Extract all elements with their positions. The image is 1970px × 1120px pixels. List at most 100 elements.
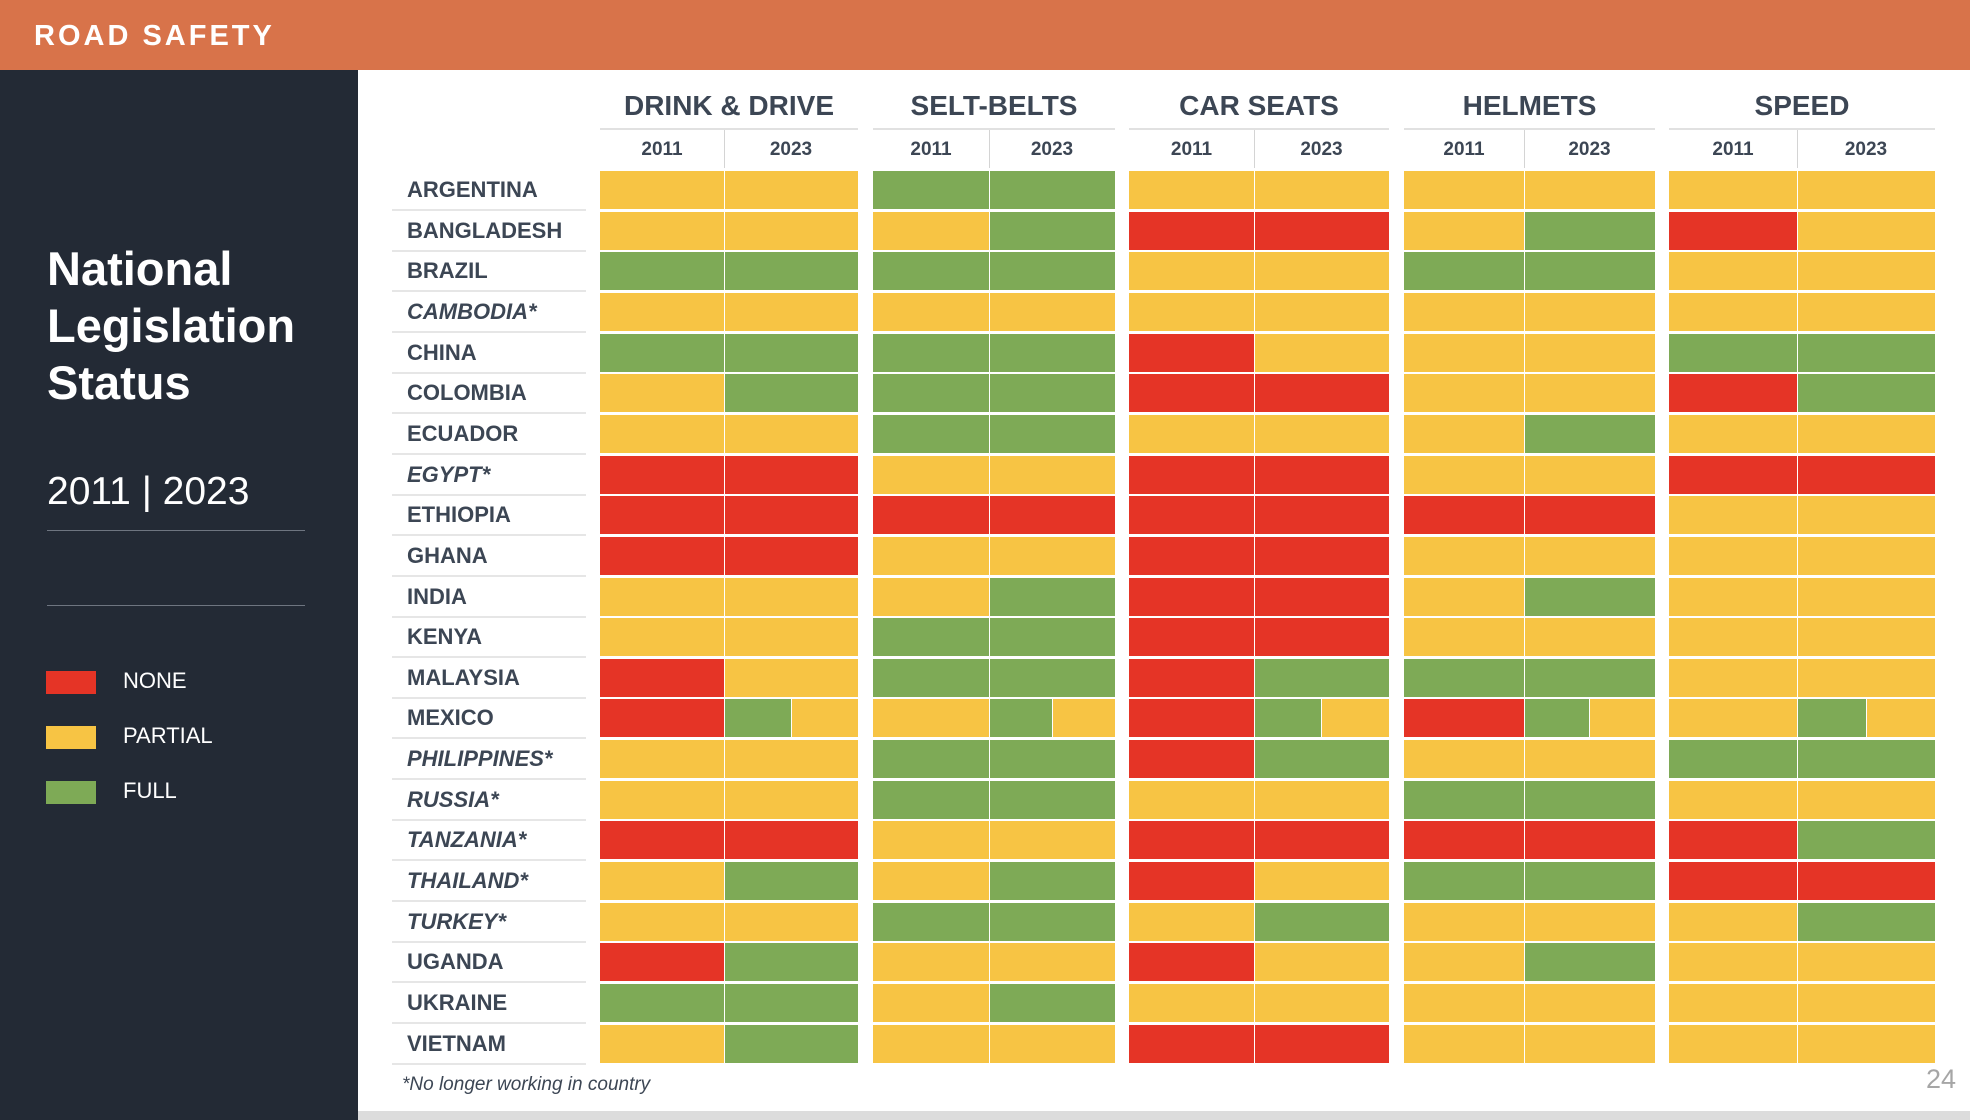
cell-malaysia-helmets-2011 bbox=[1404, 658, 1524, 697]
cell-ghana-selt-belts-2011 bbox=[873, 536, 989, 575]
year-label-selt-belts-2011: 2011 bbox=[910, 139, 952, 160]
sidebar-divider-top bbox=[47, 530, 305, 531]
footnote: *No longer working in country bbox=[402, 1074, 651, 1095]
cell-ghana-car-seats-2011 bbox=[1129, 536, 1254, 575]
row-label-ghana: GHANA bbox=[407, 542, 488, 568]
cell-colombia-speed-2023 bbox=[1798, 374, 1935, 413]
cell-thailand-drink-drive-2023 bbox=[725, 862, 858, 901]
cell-mexico-helmets-2023-partial bbox=[1590, 699, 1655, 738]
cell-tanzania-selt-belts-2011 bbox=[873, 821, 989, 860]
cell-egypt-helmets-2011 bbox=[1404, 455, 1524, 494]
cell-argentina-helmets-2011 bbox=[1404, 171, 1524, 209]
cell-russia-helmets-2011 bbox=[1404, 780, 1524, 819]
column-title-rule-car-seats bbox=[1129, 128, 1389, 130]
cell-turkey-speed-2011 bbox=[1669, 902, 1797, 941]
cell-ethiopia-car-seats-2023 bbox=[1255, 496, 1389, 535]
cell-russia-drink-drive-2011 bbox=[600, 780, 724, 819]
cell-malaysia-car-seats-2011 bbox=[1129, 658, 1254, 697]
year-divider-car-seats bbox=[1254, 130, 1255, 168]
sidebar-heading-line-3: Status bbox=[47, 356, 191, 409]
cell-thailand-helmets-2023 bbox=[1525, 862, 1655, 901]
cell-thailand-helmets-2011 bbox=[1404, 862, 1524, 901]
column-title-car-seats: CAR SEATS bbox=[1179, 90, 1339, 121]
cell-ecuador-speed-2011 bbox=[1669, 414, 1797, 453]
cell-mexico-speed-2023-partial bbox=[1867, 699, 1935, 738]
cell-cambodia-car-seats-2023 bbox=[1255, 292, 1389, 331]
year-label-car-seats-2023: 2023 bbox=[1300, 139, 1343, 160]
cell-bangladesh-drink-drive-2023 bbox=[725, 211, 858, 250]
cell-thailand-drink-drive-2011 bbox=[600, 862, 724, 901]
cell-ghana-helmets-2023 bbox=[1525, 536, 1655, 575]
cell-ukraine-speed-2011 bbox=[1669, 984, 1797, 1022]
cell-bangladesh-drink-drive-2011 bbox=[600, 211, 724, 250]
column-title-helmets: HELMETS bbox=[1462, 90, 1597, 121]
legend-swatch-full bbox=[46, 781, 96, 804]
cell-ukraine-helmets-2011 bbox=[1404, 984, 1524, 1022]
cell-china-selt-belts-2023 bbox=[990, 333, 1115, 372]
row-rule-malaysia bbox=[392, 696, 586, 699]
year-label-drink-drive-2023: 2023 bbox=[769, 139, 813, 160]
cell-turkey-helmets-2011 bbox=[1404, 902, 1524, 941]
cell-argentina-car-seats-2023 bbox=[1255, 171, 1389, 209]
cell-ukraine-helmets-2023 bbox=[1525, 984, 1655, 1022]
cell-colombia-selt-belts-2011 bbox=[873, 374, 989, 413]
cell-china-helmets-2011 bbox=[1404, 333, 1524, 372]
cell-philippines-helmets-2023 bbox=[1525, 740, 1655, 779]
cell-kenya-drink-drive-2011 bbox=[600, 618, 724, 657]
cell-cambodia-selt-belts-2011 bbox=[873, 292, 989, 331]
cell-ukraine-selt-belts-2023 bbox=[990, 984, 1115, 1022]
row-label-cambodia: CAMBODIA* bbox=[407, 298, 537, 324]
cell-tanzania-helmets-2023 bbox=[1525, 821, 1655, 860]
row-label-bangladesh: BANGLADESH bbox=[407, 217, 563, 243]
row-label-turkey: TURKEY* bbox=[407, 908, 507, 934]
cell-china-helmets-2023 bbox=[1525, 333, 1655, 372]
cell-brazil-selt-belts-2011 bbox=[873, 252, 989, 291]
cell-vietnam-selt-belts-2011 bbox=[873, 1024, 989, 1063]
row-rule-kenya bbox=[392, 656, 586, 659]
cell-malaysia-helmets-2023 bbox=[1525, 658, 1655, 697]
cell-kenya-drink-drive-2023 bbox=[725, 618, 858, 657]
row-rule-cambodia bbox=[392, 330, 586, 333]
cell-kenya-speed-2011 bbox=[1669, 618, 1797, 657]
cell-bangladesh-car-seats-2023 bbox=[1255, 211, 1389, 250]
row-label-ukraine: UKRAINE bbox=[407, 990, 508, 1015]
cell-egypt-selt-belts-2023 bbox=[990, 455, 1115, 494]
cell-india-speed-2023 bbox=[1798, 577, 1935, 616]
row-rule-china bbox=[392, 371, 586, 374]
cell-ukraine-speed-2023 bbox=[1798, 984, 1935, 1022]
cell-ethiopia-speed-2023 bbox=[1798, 496, 1935, 535]
cell-tanzania-selt-belts-2023 bbox=[990, 821, 1115, 860]
cell-malaysia-car-seats-2023 bbox=[1255, 658, 1389, 697]
cell-uganda-drink-drive-2023 bbox=[725, 943, 858, 982]
row-rule-ecuador bbox=[392, 452, 586, 455]
column-title-rule-selt-belts bbox=[873, 128, 1115, 130]
cell-egypt-speed-2023 bbox=[1798, 455, 1935, 494]
row-label-russia: RUSSIA* bbox=[407, 786, 499, 812]
cell-cambodia-drink-drive-2023 bbox=[725, 292, 858, 331]
cell-kenya-car-seats-2023 bbox=[1255, 618, 1389, 657]
cell-philippines-car-seats-2011 bbox=[1129, 740, 1254, 779]
row-rule-russia bbox=[392, 818, 586, 821]
cell-mexico-helmets-2023-full bbox=[1525, 699, 1589, 738]
row-rule-ukraine bbox=[392, 1022, 586, 1024]
cell-ecuador-car-seats-2011 bbox=[1129, 414, 1254, 453]
column-title-rule-helmets bbox=[1404, 128, 1655, 130]
year-label-helmets-2011: 2011 bbox=[1443, 139, 1485, 160]
cell-ghana-speed-2011 bbox=[1669, 536, 1797, 575]
cell-ethiopia-helmets-2011 bbox=[1404, 496, 1524, 535]
cell-ecuador-speed-2023 bbox=[1798, 414, 1935, 453]
row-label-thailand: THAILAND* bbox=[407, 868, 528, 894]
row-label-brazil: BRAZIL bbox=[407, 258, 488, 284]
row-label-egypt: EGYPT* bbox=[407, 461, 491, 487]
cell-bangladesh-helmets-2011 bbox=[1404, 211, 1524, 250]
cell-kenya-selt-belts-2023 bbox=[990, 618, 1115, 657]
cell-cambodia-car-seats-2011 bbox=[1129, 292, 1254, 331]
year-label-selt-belts-2023: 2023 bbox=[1030, 139, 1074, 160]
cell-kenya-car-seats-2011 bbox=[1129, 618, 1254, 657]
cell-mexico-drink-drive-2023-partial bbox=[792, 699, 858, 738]
cell-argentina-selt-belts-2023 bbox=[990, 171, 1115, 209]
cell-turkey-car-seats-2011 bbox=[1129, 902, 1254, 941]
cell-cambodia-drink-drive-2011 bbox=[600, 292, 724, 331]
row-rule-egypt bbox=[392, 493, 586, 496]
cell-india-car-seats-2011 bbox=[1129, 577, 1254, 616]
